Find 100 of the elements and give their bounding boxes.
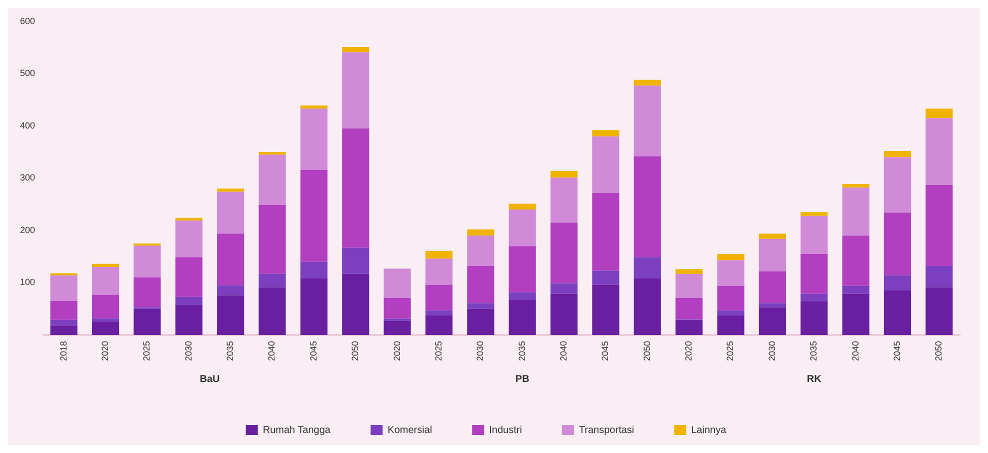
x-tick-label: 2035 [808,340,819,362]
bar [175,220,202,258]
bar [800,212,828,216]
bar [550,294,578,335]
bar [592,192,620,271]
bar [384,320,411,335]
bar [884,157,912,213]
bar [926,266,953,288]
bar [592,270,620,285]
bar [800,216,828,254]
x-tick-label: 2020 [100,340,110,362]
bar [926,118,953,185]
bar [467,303,494,309]
bar [92,294,120,318]
bar [592,284,620,335]
bar [676,298,703,320]
legend-label: Rumah Tangga [262,424,331,436]
x-tick-label: 2040 [850,340,860,362]
bar [217,295,244,335]
bar [217,192,244,234]
bar [884,290,912,335]
bar [467,266,494,304]
bar [258,274,286,288]
x-tick-label: 2050 [350,340,360,362]
bar [634,257,661,279]
bar [676,269,703,274]
bar [425,315,453,335]
bar [425,250,453,259]
bar [342,274,370,335]
bar [300,170,328,262]
x-tick-label: 2020 [392,340,402,362]
x-tick-label: 2035 [516,340,527,362]
bar [508,246,536,292]
bar [800,302,828,335]
legend-label: Industri [489,424,522,436]
x-tick-label: 2025 [433,340,444,362]
bar [342,52,370,129]
bar [92,264,120,268]
bar [508,210,536,246]
text: RK [806,374,822,385]
bar [300,106,328,109]
bar [717,310,744,316]
bar [92,318,120,322]
bar [50,301,78,320]
bar [425,284,453,310]
bar [758,238,786,272]
x-tick-label: 2018 [58,340,68,362]
bar [300,108,328,170]
x-tick-label: 2040 [266,340,277,362]
x-tick-label: 2045 [600,340,610,362]
bar [342,248,370,274]
y-tick-label: 100 [20,277,36,288]
bar [175,304,202,335]
text: BaU [200,374,220,385]
bar [217,188,244,192]
bar [467,308,494,335]
legend-label: Komersial [388,424,432,436]
bar [217,234,244,286]
bar [300,262,328,279]
bar [800,254,828,294]
bar [758,271,786,304]
x-tick-label: 2030 [183,340,194,362]
bar [717,286,744,310]
bar [926,287,953,335]
x-tick-label: 2045 [892,340,902,362]
bar [842,184,870,188]
x-tick-label: 2020 [684,340,694,362]
bar [717,254,744,260]
bar [384,268,411,298]
bar [92,267,120,295]
bar [550,283,578,294]
bar [634,278,661,335]
bar [676,320,703,335]
bar [550,222,578,284]
bar [384,298,411,319]
x-tick-label: 2040 [558,340,569,362]
x-tick-label: 2035 [225,340,236,362]
bar [467,229,494,236]
bar [134,277,161,308]
bar [300,278,328,335]
legend-label: Lainnya [691,424,727,436]
bar [842,188,870,236]
bar [592,130,620,136]
bar [342,128,370,248]
bar [550,178,578,223]
bar [508,204,536,210]
bar [634,86,661,156]
x-tick-label: 2025 [725,340,736,362]
bar [550,170,578,178]
y-tick-label: 600 [20,16,36,26]
bar [884,275,912,291]
x-tick-label: 2030 [475,340,486,362]
y-tick-label: 400 [20,120,36,130]
bar [258,152,286,155]
bar [425,258,453,285]
y-tick-label: 200 [20,224,36,235]
bar [800,294,828,302]
bar [217,285,244,296]
bar [258,287,286,335]
bar [175,218,202,221]
